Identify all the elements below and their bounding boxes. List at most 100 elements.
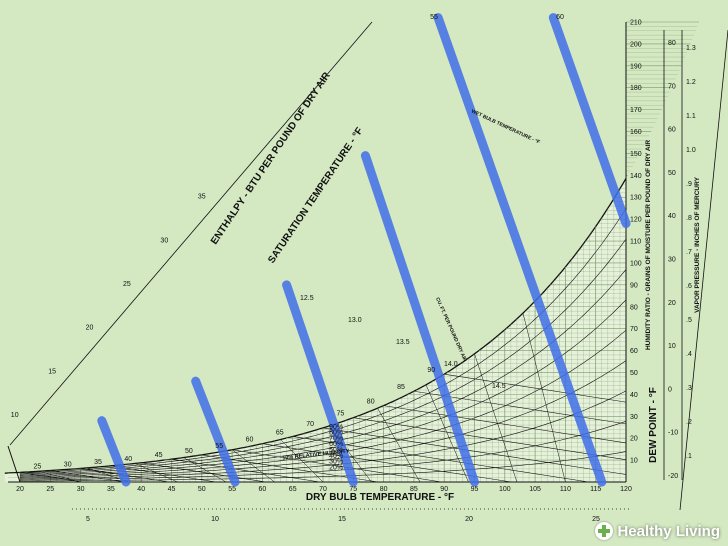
highlight-layer xyxy=(97,13,631,487)
specific-volume-line xyxy=(280,439,324,483)
y-tick-label: 110 xyxy=(630,239,641,246)
enthalpy-tick-label: 25 xyxy=(123,281,131,288)
highlighted-line xyxy=(191,376,240,487)
enthalpy-tick-label: 20 xyxy=(86,325,94,332)
x-axis-label: DRY BULB TEMPERATURE - °F xyxy=(306,492,454,503)
y-tick-label: 70 xyxy=(630,326,638,333)
enthalpy-tick-label: 15 xyxy=(48,368,56,375)
wet-bulb-line xyxy=(322,427,627,475)
x-tick-label: 60 xyxy=(259,486,267,493)
x-tick-label: 65 xyxy=(289,486,297,493)
dew-point-tick-label: 20 xyxy=(668,300,676,307)
vapor-pressure-tick-label: .1 xyxy=(686,453,692,460)
saturation-tick-label: 50 xyxy=(185,448,193,455)
relative-humidity-tick-label: 20% xyxy=(329,464,343,471)
x-tick-label: 100 xyxy=(499,486,511,493)
vapor-pressure-tick-label: 1.3 xyxy=(686,45,696,52)
top-tick-label: 55 xyxy=(430,14,438,21)
vapor-pressure-tick-label: .9 xyxy=(686,181,692,188)
vapor-pressure-tick-label: .3 xyxy=(686,385,692,392)
y-tick-label: 120 xyxy=(630,217,642,224)
x-tick-label: 25 xyxy=(46,486,54,493)
specific-volume-line xyxy=(377,408,421,483)
highlighted-line xyxy=(360,151,479,487)
x-tick-label: 120 xyxy=(620,486,632,493)
chart-area xyxy=(4,22,627,482)
specific-volume-line xyxy=(474,353,518,483)
y-tick-label: 30 xyxy=(630,414,638,421)
saturation-tick-label: 45 xyxy=(155,452,163,459)
saturation-tick-label: 30 xyxy=(64,461,72,468)
x-tick-label: 20 xyxy=(16,486,24,493)
y-tick-label: 10 xyxy=(630,458,638,465)
y-tick-label: 40 xyxy=(630,392,638,399)
y-tick-label: 200 xyxy=(630,41,642,48)
wet-bulb-line xyxy=(50,470,125,483)
saturation-tick-label: 55 xyxy=(215,443,223,450)
y-tick-label: 100 xyxy=(630,260,642,267)
y-tick-label: 140 xyxy=(630,173,642,180)
saturation-tick-label: 65 xyxy=(276,429,284,436)
vapor-pressure-tick-label: .5 xyxy=(686,317,692,324)
y-tick-label: 150 xyxy=(630,151,642,158)
watermark-text: Healthy Living xyxy=(617,522,720,540)
dew-point-tick-label: 30 xyxy=(668,257,676,264)
bottom-scale-tick-label: 25 xyxy=(592,516,600,523)
saturation-tick-label: 25 xyxy=(34,464,42,471)
x-tick-label: 30 xyxy=(77,486,85,493)
x-tick-label: 50 xyxy=(198,486,206,493)
y-tick-label: 160 xyxy=(630,129,642,136)
right-axis-label: HUMIDITY RATIO - GRAINS OF MOISTURE PER … xyxy=(645,140,652,350)
x-tick-label: 95 xyxy=(471,486,479,493)
vapor-pressure-tick-label: .2 xyxy=(686,419,692,426)
healthy-living-watermark: Healthy Living xyxy=(595,522,720,540)
bottom-scale-tick-label: 15 xyxy=(338,516,346,523)
x-tick-label: 40 xyxy=(137,486,145,493)
highlighted-line xyxy=(97,416,131,487)
wet-bulb-line xyxy=(232,449,442,483)
y-tick-label: 50 xyxy=(630,370,638,377)
specific-volume-line xyxy=(231,449,275,483)
plus-circle-icon xyxy=(595,522,614,540)
x-tick-label: 110 xyxy=(560,486,571,493)
saturation-tick-label: 40 xyxy=(124,456,132,463)
tick-layer: 20 25 30 35 40 45 50 55 60 65 70 75 80 85 90 95 100 105 11… xyxy=(11,14,696,523)
saturation-tick-label: 85 xyxy=(397,384,405,391)
vapor-pressure-tick-label: 1.0 xyxy=(686,147,696,154)
highlighted-line xyxy=(548,13,631,228)
y-tick-label: 90 xyxy=(630,282,638,289)
specific-volume-line xyxy=(522,313,566,483)
relative-humidity-tick-label: 40% xyxy=(329,453,343,460)
y-tick-label: 60 xyxy=(630,348,638,355)
x-tick-label: 115 xyxy=(590,486,601,493)
x-tick-label: 75 xyxy=(349,486,357,493)
vapor-pressure-tick-label: 1.2 xyxy=(686,79,696,86)
bottom-scale-tick-label: 10 xyxy=(211,516,219,523)
relative-humidity-tick-label: 70% xyxy=(329,435,343,442)
wet-bulb-line xyxy=(353,417,627,460)
wet-bulb-line xyxy=(171,458,320,483)
saturation-tick-label: 90 xyxy=(427,367,435,374)
dew-point-label: DEW POINT - °F xyxy=(648,387,659,463)
x-tick-label: 45 xyxy=(168,486,176,493)
dew-point-tick-label: 60 xyxy=(668,127,676,134)
vapor-pressure-tick-label: .6 xyxy=(686,283,692,290)
specific-volume-line xyxy=(135,463,178,483)
y-tick-label: 20 xyxy=(630,436,638,443)
saturation-tick-label: 70 xyxy=(306,421,314,428)
chart-left-edge xyxy=(7,445,21,483)
wet-bulb-line xyxy=(110,465,217,483)
saturation-curve xyxy=(4,178,627,474)
specific-volume-tick-label: 14.5 xyxy=(492,383,506,390)
vapor-pressure-label: VAPOR PRESSURE - INCHES OF MERCURY xyxy=(694,176,701,312)
top-tick-label: 60 xyxy=(556,14,564,21)
specific-volume-line xyxy=(183,457,227,483)
x-tick-label: 70 xyxy=(319,486,327,493)
dew-point-tick-label: 0 xyxy=(668,386,672,393)
relative-humidity-tick-label: 50% xyxy=(329,447,343,454)
x-tick-label: 80 xyxy=(380,486,388,493)
highlighted-line xyxy=(282,280,358,487)
specific-volume-line xyxy=(38,471,81,483)
x-tick-label: 85 xyxy=(410,486,418,493)
